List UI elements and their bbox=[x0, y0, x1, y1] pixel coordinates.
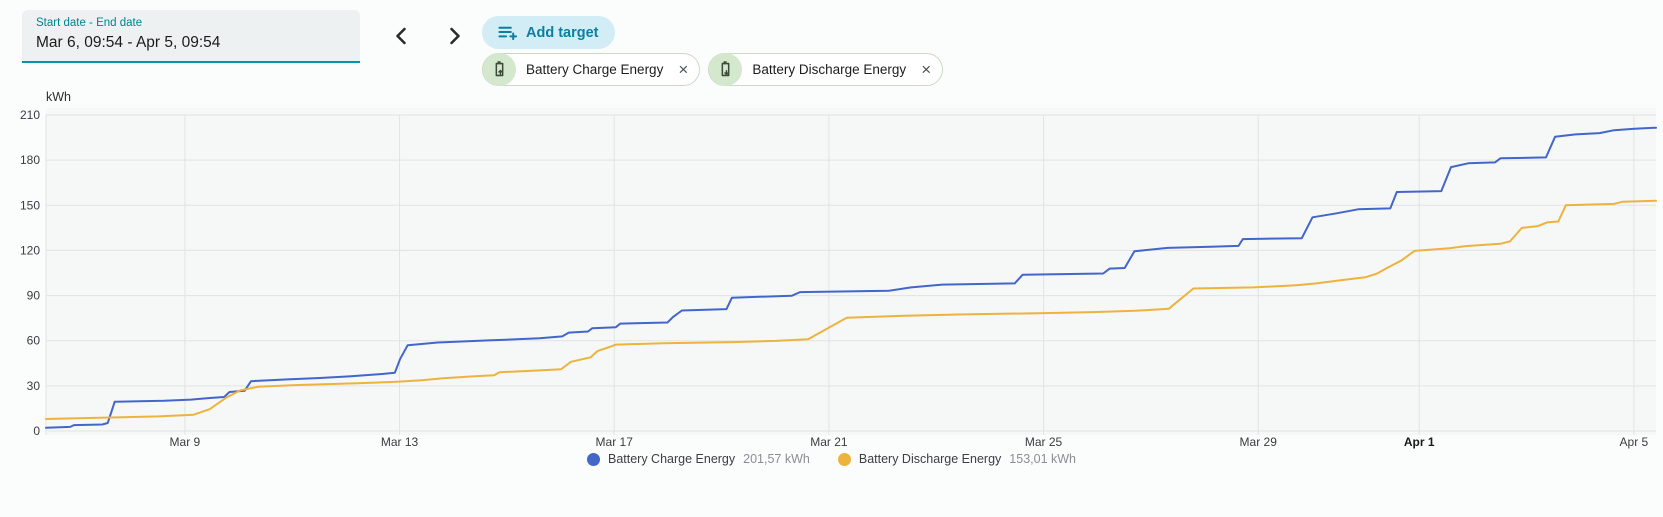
date-range-label: Start date - End date bbox=[36, 17, 143, 29]
date-range-field[interactable]: Start date - End date Mar 6, 09:54 - Apr… bbox=[22, 10, 360, 64]
statistic-chips: Battery Charge Energy × Battery Discharg… bbox=[482, 53, 944, 86]
legend-item-battery-charge[interactable]: Battery Charge Energy 201,57 kWh bbox=[586, 452, 810, 466]
x-tick-label: Mar 9 bbox=[170, 435, 201, 449]
chevron-left-icon bbox=[395, 27, 407, 50]
x-tick-label: Mar 21 bbox=[810, 435, 848, 449]
plot-background bbox=[46, 108, 1656, 435]
x-tick-label: Apr 1 bbox=[1404, 435, 1435, 449]
chart-legend: Battery Charge Energy 201,57 kWh Battery… bbox=[0, 452, 1663, 466]
target-controls: Add target Battery Charge Energy × bbox=[482, 10, 944, 86]
series-line-battery-discharge-energy bbox=[45, 199, 1657, 420]
legend-value: 201,57 kWh bbox=[743, 452, 810, 466]
period-nav bbox=[390, 27, 466, 49]
y-tick-label: 60 bbox=[27, 334, 41, 348]
date-range-value: Mar 6, 09:54 - Apr 5, 09:54 bbox=[36, 33, 221, 51]
legend-value: 153,01 kWh bbox=[1009, 452, 1077, 466]
chevron-right-icon bbox=[449, 27, 461, 50]
y-tick-label: 180 bbox=[20, 153, 40, 167]
x-tick-label: Mar 13 bbox=[381, 435, 419, 449]
legend-name: Battery Discharge Energy bbox=[858, 452, 1002, 466]
battery-minus-icon bbox=[709, 53, 743, 86]
legend-dot-charge bbox=[586, 452, 600, 466]
legend-dot-discharge bbox=[837, 452, 851, 466]
x-tick-label: Apr 5 bbox=[1620, 435, 1649, 449]
chip-battery-discharge-energy[interactable]: Battery Discharge Energy × bbox=[708, 53, 944, 86]
x-tick-label: Mar 17 bbox=[596, 435, 634, 449]
y-tick-label: 0 bbox=[33, 424, 40, 438]
battery-plus-icon bbox=[483, 53, 516, 86]
add-target-label: Add target bbox=[526, 24, 599, 41]
close-icon[interactable]: × bbox=[678, 60, 689, 79]
y-tick-label: 30 bbox=[27, 379, 41, 393]
x-tick-label: Mar 29 bbox=[1240, 435, 1278, 449]
chip-battery-charge-energy[interactable]: Battery Charge Energy × bbox=[482, 53, 701, 86]
chart-header: Start date - End date Mar 6, 09:54 - Apr… bbox=[22, 10, 944, 86]
previous-period-button[interactable] bbox=[390, 27, 412, 49]
next-period-button[interactable] bbox=[444, 27, 466, 49]
legend-item-battery-discharge[interactable]: Battery Discharge Energy 153,01 kWh bbox=[837, 452, 1077, 466]
add-target-button[interactable]: Add target bbox=[482, 16, 615, 49]
y-tick-label: 210 bbox=[20, 108, 40, 122]
y-tick-label: 120 bbox=[20, 243, 40, 257]
energy-line-chart[interactable]: 0 30 60 90 120 150 180 210 Mar 9 Mar 13 Mar 17 Mar … bbox=[0, 88, 1663, 452]
x-tick-label: Mar 25 bbox=[1025, 435, 1063, 449]
chip-label: Battery Charge Energy bbox=[526, 62, 664, 77]
y-axis-unit-label: kWh bbox=[46, 90, 71, 104]
y-tick-label: 90 bbox=[27, 289, 41, 303]
playlist-add-icon bbox=[498, 25, 517, 41]
legend-name: Battery Charge Energy bbox=[607, 452, 736, 466]
close-icon[interactable]: × bbox=[921, 60, 932, 79]
y-tick-label: 150 bbox=[20, 198, 40, 212]
series-line-battery-charge-energy bbox=[45, 126, 1657, 429]
chip-label: Battery Discharge Energy bbox=[752, 62, 907, 77]
